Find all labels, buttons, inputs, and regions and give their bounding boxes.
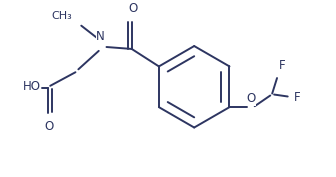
Text: F: F	[279, 59, 286, 72]
Text: O: O	[128, 2, 137, 15]
Text: CH₃: CH₃	[52, 11, 73, 21]
Text: O: O	[45, 120, 54, 133]
Text: O: O	[246, 92, 255, 105]
Text: N: N	[96, 30, 105, 43]
Text: F: F	[294, 91, 300, 104]
Text: HO: HO	[23, 80, 41, 93]
